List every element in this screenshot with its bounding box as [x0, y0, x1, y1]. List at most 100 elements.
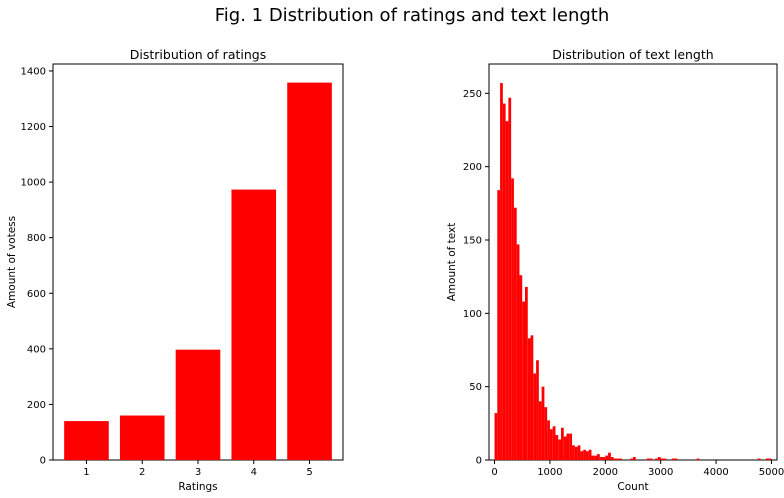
rating-bar-3	[175, 349, 221, 460]
length-x-axis-label: Count	[617, 481, 648, 493]
length-x-tick-label: 1000	[537, 467, 562, 478]
ratings-y-tick-label: 600	[27, 289, 46, 300]
length-histogram-bin	[544, 407, 548, 460]
length-histogram-bin	[505, 121, 509, 460]
length-histogram-bin	[649, 458, 653, 460]
length-histogram-bin	[533, 373, 537, 460]
length-histogram-bin	[508, 97, 512, 460]
length-y-axis-label: Amount of text	[446, 223, 458, 302]
length-histogram-bin	[655, 458, 658, 460]
length-histogram-bin	[657, 457, 661, 460]
length-y-tick-label: 0	[476, 456, 482, 467]
length-histogram-bin	[613, 458, 617, 460]
ratings-x-tick-label: 4	[251, 467, 257, 478]
length-histogram-bin	[765, 458, 769, 460]
length-histogram-bin	[494, 413, 498, 460]
length-x-tick-label: 5000	[759, 467, 784, 478]
ratings-x-axis-label: Ratings	[178, 481, 217, 493]
length-histogram-bin	[522, 301, 525, 460]
length-histogram-bin	[572, 445, 575, 460]
length-histogram-bin	[588, 449, 592, 460]
length-histogram-bin	[569, 433, 573, 460]
length-histogram-bin	[633, 457, 636, 460]
length-histogram-bin	[580, 451, 584, 460]
length-histogram-bin	[671, 458, 675, 460]
length-histogram-bin	[538, 401, 542, 460]
length-x-tick-label: 3000	[648, 467, 673, 478]
length-histogram-bin	[646, 458, 650, 460]
length-histogram-bin	[630, 458, 633, 460]
length-histogram-bin	[619, 458, 622, 460]
length-x-tick-label: 2000	[593, 467, 618, 478]
rating-bar-1	[64, 421, 109, 460]
figure-suptitle: Fig. 1 Distribution of ratings and text …	[215, 5, 610, 26]
length-histogram-bin	[519, 275, 523, 460]
ratings-x-tick-label: 5	[306, 467, 312, 478]
length-histogram-bin	[513, 207, 517, 460]
rating-bar-5	[287, 82, 332, 460]
length-histogram-bin	[511, 178, 514, 460]
length-histogram-bin	[530, 335, 534, 460]
length-histogram-bin	[497, 190, 501, 460]
ratings-y-tick-label: 1400	[21, 66, 46, 77]
length-x-tick-label: 0	[491, 467, 497, 478]
length-histogram-bin	[663, 458, 667, 460]
length-histogram-bin	[555, 435, 559, 460]
length-histogram-bin	[552, 426, 556, 460]
ratings-x-tick-label: 1	[83, 467, 89, 478]
length-histogram-bin	[768, 458, 772, 460]
length-histogram-bin	[660, 458, 664, 460]
length-histogram-bin	[525, 286, 528, 460]
ratings-y-tick-label: 0	[40, 456, 46, 467]
length-histogram-bin	[563, 436, 567, 460]
ratings-y-tick-label: 400	[27, 344, 46, 355]
length-histogram-bin	[549, 429, 553, 460]
length-y-tick-label: 150	[463, 236, 482, 247]
ratings-y-axis-label: Amount of votess	[6, 216, 18, 308]
length-histogram-bin	[616, 458, 620, 460]
length-histogram-bin	[577, 445, 581, 460]
ratings-x-tick-label: 3	[195, 467, 201, 478]
length-histogram-bin	[591, 455, 595, 460]
length-histogram-bin	[757, 458, 761, 460]
length-histogram-bin	[566, 433, 570, 460]
ratings-y-tick-label: 800	[27, 233, 46, 244]
length-histogram-bin	[608, 452, 611, 460]
length-histogram-bin	[558, 439, 561, 460]
length-chart-title: Distribution of text length	[552, 47, 713, 62]
length-histogram-bin	[541, 386, 545, 460]
length-y-tick-label: 50	[469, 382, 482, 393]
length-histogram-bin	[674, 458, 678, 460]
length-histogram-bin	[610, 457, 614, 460]
ratings-chart-title: Distribution of ratings	[130, 47, 266, 62]
length-histogram-bin	[500, 83, 503, 461]
length-y-tick-label: 100	[463, 309, 482, 320]
length-histogram-bin	[536, 360, 539, 460]
length-histogram-bin	[527, 338, 531, 460]
length-histogram-bin	[502, 103, 506, 460]
ratings-bar-chart: Distribution of ratings Ratings Amount o…	[6, 47, 344, 493]
ratings-y-tick-label: 1200	[21, 122, 46, 133]
length-y-tick-label: 200	[463, 162, 482, 173]
length-histogram-bin	[597, 454, 600, 460]
ratings-y-tick-label: 1000	[21, 178, 46, 189]
length-histogram-bin	[602, 457, 606, 460]
rating-bar-2	[119, 415, 165, 460]
length-histogram-bin	[547, 420, 550, 460]
length-histogram-bin	[574, 446, 578, 460]
ratings-y-tick-label: 200	[27, 400, 46, 411]
ratings-x-tick-label: 2	[139, 467, 145, 478]
length-histogram-bin	[585, 451, 589, 460]
length-histogram-bin	[594, 455, 597, 460]
rating-bar-4	[231, 189, 277, 461]
length-histogram-bin	[583, 449, 586, 460]
length-histogram-bin	[599, 457, 603, 460]
length-histogram-bin	[696, 458, 700, 460]
text-length-histogram: Distribution of text length Count Amount…	[446, 47, 784, 493]
length-histogram-bin	[561, 427, 564, 460]
length-x-tick-label: 4000	[703, 467, 728, 478]
length-y-tick-label: 250	[463, 89, 482, 100]
length-histogram-bin	[516, 244, 520, 460]
length-histogram-bin	[605, 455, 609, 460]
